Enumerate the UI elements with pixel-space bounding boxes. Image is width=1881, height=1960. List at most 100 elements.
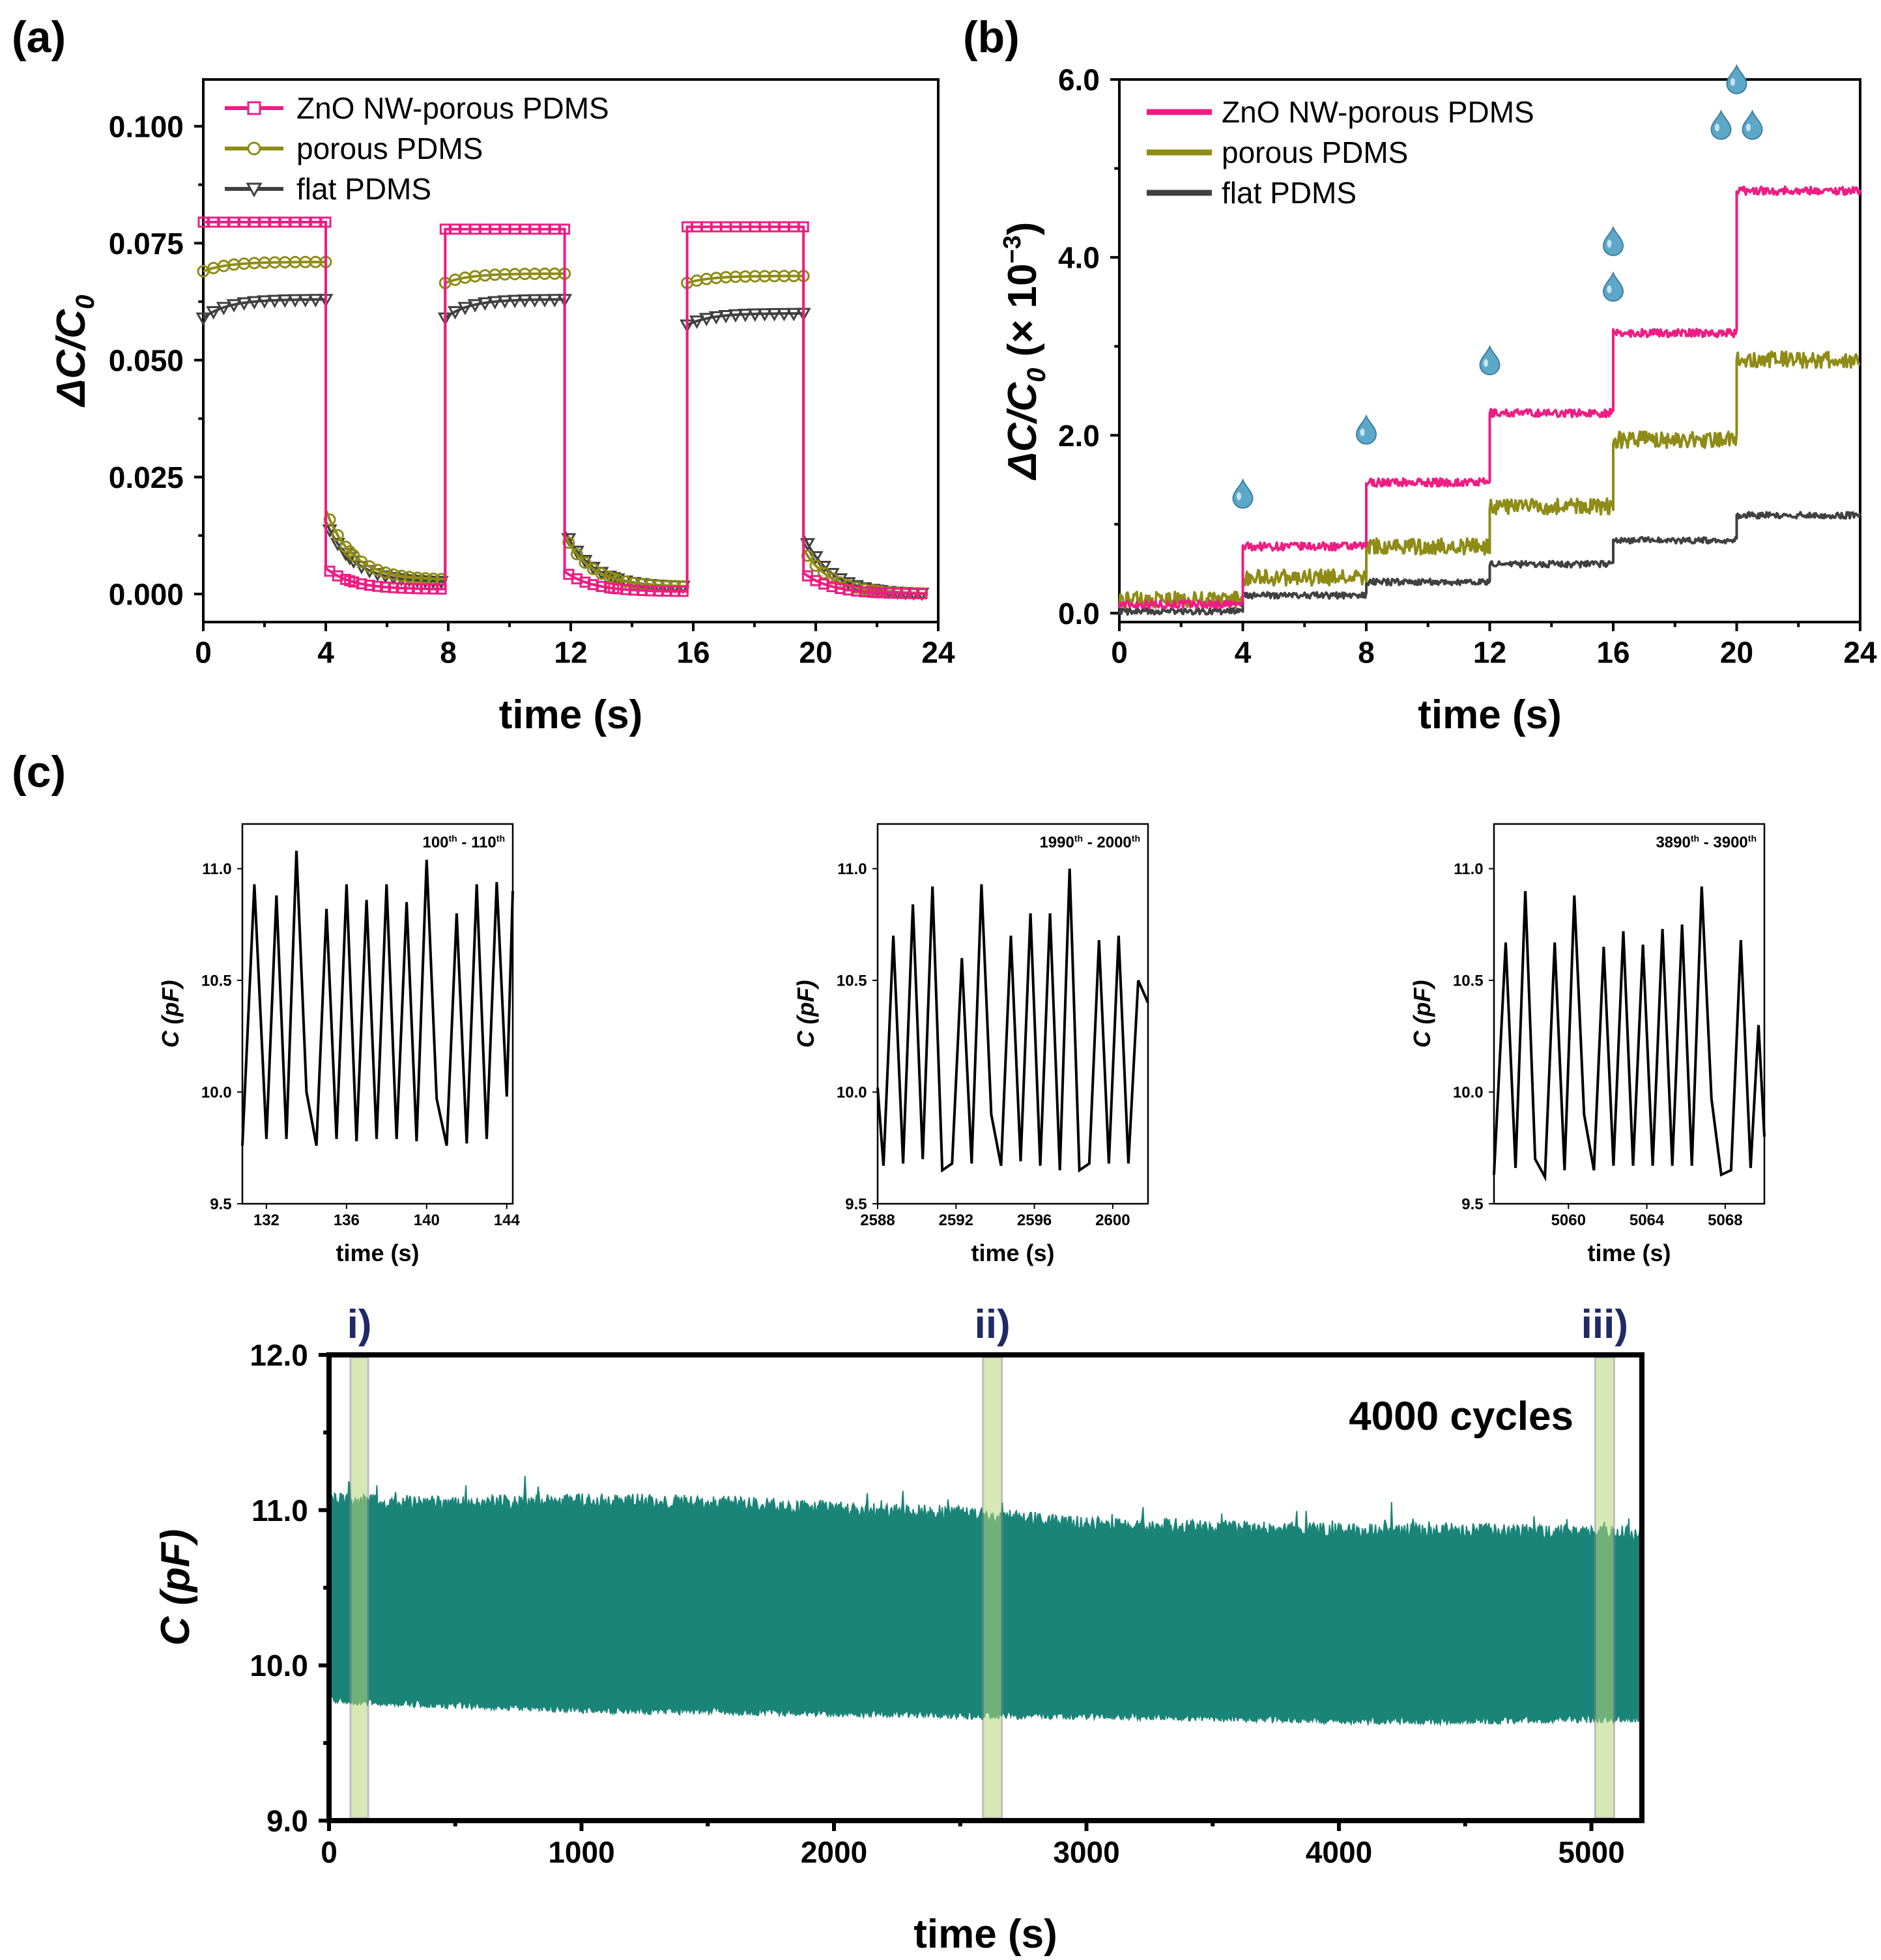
water-droplet-icon [1742,109,1763,140]
range-end-suffix: th [496,833,505,844]
data-point [457,302,473,316]
range-start: 1990 [1039,834,1074,851]
y-tick-label: 11.0 [837,860,867,878]
data-point [197,216,209,228]
data-point [570,548,583,561]
x-tick-label: 12 [554,635,587,669]
highlight-window [982,1356,1003,1819]
water-droplet-icon [1479,345,1500,376]
data-point [698,313,714,326]
y-tick-label: 0.075 [109,227,184,261]
data-point [208,216,220,228]
highlight-window-label: ii) [975,1302,1011,1347]
data-point [766,307,783,322]
data-point [298,294,313,308]
legend-label: flat PDMS [1222,176,1357,210]
series-1 [197,255,928,600]
data-point [559,223,571,235]
data-point [718,309,734,324]
data-point [708,311,724,325]
data-point [388,582,399,593]
data-point [728,309,743,323]
legend-marker [247,141,261,156]
legend-marker [247,101,261,115]
y-axis-label: C (pF) [153,1529,198,1645]
y-axis-label: C (pF) [1409,980,1435,1048]
data-point [467,299,483,313]
data-point [412,583,424,595]
panel-label-c: (c) [12,747,66,797]
range-start-suffix: th [1074,833,1083,844]
data-point [379,566,392,579]
data-point [277,294,293,308]
y-tick-label: 11.0 [251,1494,308,1527]
droplet-highlight [1746,123,1751,132]
data-point [246,296,262,310]
x-tick-label: 8 [1358,635,1375,669]
data-point [259,216,270,228]
data-point [403,571,416,584]
data-point [579,556,592,569]
range-start: 100 [422,834,448,851]
y-tick-label: 9.5 [1461,1196,1483,1214]
legend-label: ZnO NW-porous PDMS [1222,95,1534,129]
data-point [237,297,252,311]
data-point [738,309,753,322]
data-point [380,581,392,593]
data-point [507,294,523,309]
data-point [218,216,229,228]
legend-a: ZnO NW-porous PDMS porous PDMS flat PDMS [225,91,609,206]
inset-range-label: 3890th - 3900th [1656,833,1757,851]
range-end-suffix: th [1132,833,1140,844]
range-separator: - [1083,834,1097,851]
x-tick-label: 5000 [1558,1835,1624,1869]
y-tick-label: 6.0 [1058,63,1100,97]
legend-b: ZnO NW-porous PDMS porous PDMS flat PDMS [1147,95,1534,210]
water-droplet-icon [1726,64,1747,94]
y-tick-label: 9.0 [266,1804,308,1838]
y-label-sub: 0 [1022,368,1051,382]
chart-a: 0 4 8 12 16 20 24 0.000 0.025 0.050 0.075 0.100 time… [49,78,955,737]
legend-label: ZnO NW-porous PDMS [296,91,609,125]
droplet-highlight [1360,428,1365,436]
series-line [1118,185,1861,610]
data-point [248,216,260,228]
data-point [269,216,281,228]
data-point [356,578,367,589]
data-point [547,294,562,307]
plot-frame-top [326,1352,1644,1823]
legend-label: porous PDMS [296,132,483,165]
x-tick-label: 5060 [1551,1212,1586,1229]
y-tick-label: 9.5 [210,1196,231,1214]
data-point [387,568,400,581]
y-tick-label: 0.050 [109,343,184,377]
data-point [257,295,272,309]
x-tick-label: 5068 [1708,1212,1742,1229]
y-axis-label: ΔC/C0 [49,295,100,408]
data-point [497,295,513,309]
x-tick-label: 20 [799,635,832,669]
droplet-highlight [1237,492,1241,500]
data-point [300,216,311,228]
x-tick-label: 12 [1473,635,1506,669]
droplet-highlight [1730,78,1735,86]
y-tick-label: 0.025 [109,461,184,494]
data-point [287,294,303,308]
data-point [228,216,240,228]
y-label-unit: (× 10 [1000,264,1045,368]
y-tick-label: 11.0 [1454,860,1483,878]
x-tick-label: 140 [414,1212,440,1229]
legend-marker [246,182,263,198]
range-separator: - [457,834,471,851]
y-axis-label: C (pF) [792,980,819,1048]
data-point [517,294,533,308]
y-tick-label: 12.0 [250,1339,308,1372]
capacitance-trace [876,868,1149,1173]
y-axis-label: C (pF) [157,980,184,1048]
data-point [332,570,343,582]
data-point [238,216,250,228]
droplet-highlight [1715,123,1719,132]
data-point [627,576,640,589]
droplet-highlight [1607,285,1612,294]
y-label-sub: 0 [71,295,100,309]
